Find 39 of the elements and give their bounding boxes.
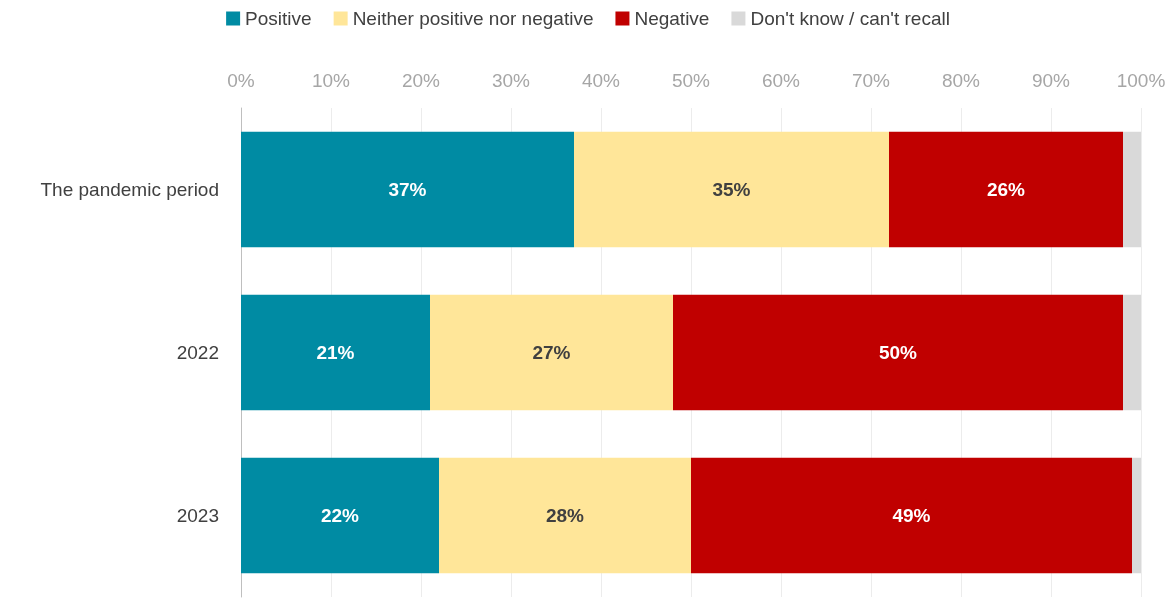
y-tick-label: The pandemic period xyxy=(40,179,219,200)
data-label: 22% xyxy=(320,505,360,526)
y-tick-label: 2022 xyxy=(176,342,219,363)
legend-label: Negative xyxy=(634,8,710,29)
bar xyxy=(1123,131,1141,248)
x-tick-label: 10% xyxy=(311,70,351,91)
x-tick-label: 30% xyxy=(491,70,531,91)
x-tick-label: 0% xyxy=(227,70,255,91)
y-tick-label: 2023 xyxy=(176,505,219,526)
data-label: 50% xyxy=(878,342,918,363)
bar xyxy=(1132,457,1141,574)
x-tick-label: 90% xyxy=(1031,70,1071,91)
bar xyxy=(574,131,889,248)
data-label: 37% xyxy=(388,179,427,200)
data-label: 28% xyxy=(545,505,585,526)
data-label: 35% xyxy=(712,179,751,200)
bar xyxy=(673,294,1123,411)
x-tick-label: 40% xyxy=(581,70,621,91)
bar xyxy=(1123,294,1141,411)
bar xyxy=(241,294,430,411)
bar xyxy=(691,457,1132,574)
x-tick-label: 50% xyxy=(671,70,711,91)
legend-label: Neither positive nor negative xyxy=(352,8,594,29)
data-label: 27% xyxy=(532,342,571,363)
x-tick-label: 100% xyxy=(1116,70,1166,91)
bar xyxy=(241,131,574,248)
data-label: 49% xyxy=(892,505,931,526)
legend-label: Positive xyxy=(245,8,312,29)
bar xyxy=(889,131,1123,248)
legend-label: Don't know / can't recall xyxy=(750,8,950,29)
x-tick-label: 20% xyxy=(401,70,441,91)
x-tick-label: 60% xyxy=(761,70,801,91)
bar xyxy=(439,457,691,574)
data-label: 26% xyxy=(986,179,1026,200)
x-tick-label: 80% xyxy=(941,70,981,91)
data-label: 21% xyxy=(316,342,355,363)
x-tick-label: 70% xyxy=(851,70,891,91)
bar xyxy=(430,294,673,411)
bar xyxy=(241,457,439,574)
